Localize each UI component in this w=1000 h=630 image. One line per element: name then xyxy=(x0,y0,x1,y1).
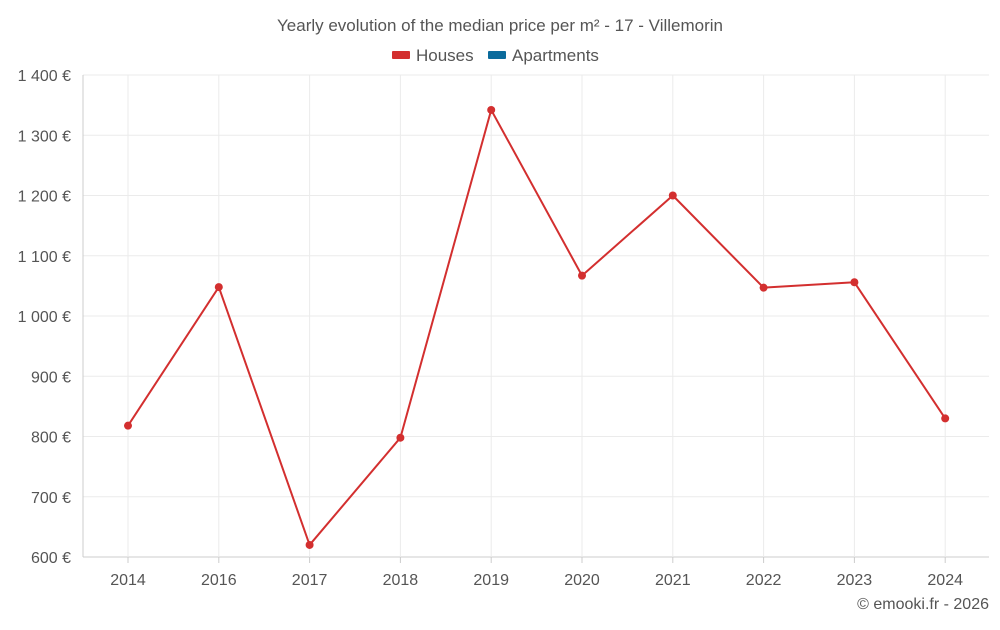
data-point-houses-2019[interactable] xyxy=(487,105,496,114)
y-tick-label: 800 € xyxy=(31,430,71,447)
y-tick-label: 1 400 € xyxy=(18,68,71,85)
data-point-houses-2024[interactable] xyxy=(941,414,950,423)
legend-swatch-houses xyxy=(392,51,410,59)
x-tick-label: 2024 xyxy=(927,572,963,589)
legend-item-apartments[interactable]: Apartments xyxy=(488,46,599,65)
legend-label-houses: Houses xyxy=(416,46,474,65)
data-point-houses-2018[interactable] xyxy=(396,433,405,442)
y-tick-label: 1 100 € xyxy=(18,249,71,266)
grid xyxy=(83,74,989,558)
x-tick-label: 2022 xyxy=(746,572,782,589)
data-point-houses-2021[interactable] xyxy=(668,191,677,200)
y-tick-label: 700 € xyxy=(31,490,71,507)
y-tick-label: 1 000 € xyxy=(18,309,71,326)
legend: Houses Apartments xyxy=(392,46,599,65)
series-line-houses xyxy=(127,108,947,546)
data-points xyxy=(124,105,950,549)
x-tick-label: 2021 xyxy=(655,572,691,589)
legend-item-houses[interactable]: Houses xyxy=(392,46,474,65)
x-tick-label: 2019 xyxy=(473,572,509,589)
legend-label-apartments: Apartments xyxy=(512,46,599,65)
legend-swatch-apartments xyxy=(488,51,506,59)
data-point-houses-2014[interactable] xyxy=(124,421,132,430)
y-tick-label: 1 300 € xyxy=(18,128,71,145)
chart-title: Yearly evolution of the median price per… xyxy=(277,16,723,35)
y-tick-label: 600 € xyxy=(31,550,71,567)
x-tick-label: 2014 xyxy=(110,572,146,589)
y-tick-label: 900 € xyxy=(31,369,71,386)
credit-text: © emooki.fr - 2026 xyxy=(857,596,989,613)
data-point-houses-2017[interactable] xyxy=(305,540,314,549)
x-tick-label: 2017 xyxy=(292,572,328,589)
data-point-houses-2023[interactable] xyxy=(850,278,859,287)
x-tick-label: 2023 xyxy=(837,572,873,589)
data-point-houses-2022[interactable] xyxy=(759,283,768,292)
series-layer xyxy=(127,108,947,546)
y-tick-label: 1 200 € xyxy=(18,189,71,206)
x-tick-label: 2020 xyxy=(564,572,600,589)
axes: 600 € 700 € 800 € 900 € 1 000 € 1 100 € 1 200 … xyxy=(18,68,963,589)
data-point-houses-2020[interactable] xyxy=(578,271,586,280)
data-point-houses-2016[interactable] xyxy=(214,283,223,292)
x-tick-label: 2016 xyxy=(201,572,237,589)
x-tick-label: 2018 xyxy=(383,572,419,589)
